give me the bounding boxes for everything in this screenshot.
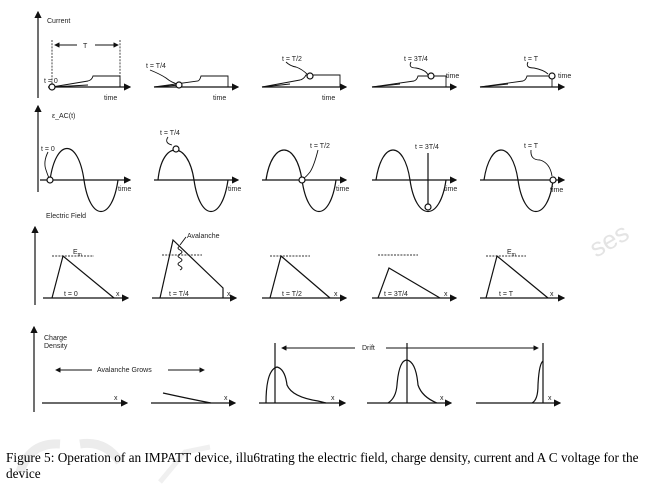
x-label: x	[440, 395, 444, 402]
time-label: time	[118, 186, 131, 193]
charge-axis-label-line2: Density	[44, 343, 68, 350]
instant-label-field-0: t = 0	[64, 291, 78, 298]
instant-label-current-4: t = T	[524, 56, 539, 63]
figure-caption: Figure 5: Operation of an IMPATT device,…	[6, 450, 639, 481]
current-axis-label: Current	[47, 18, 70, 25]
instant-label-eac-0: t = 0	[41, 146, 55, 153]
instant-label-field-4: t = T	[499, 291, 514, 298]
current-panel-t2: t = T/2 time	[261, 56, 348, 102]
time-label: time	[558, 73, 571, 80]
eac-row: ε_AC(t) t = 0 time t = T/4 time t = T/2	[34, 104, 566, 212]
instant-label-eac-3: t = 3T/4	[415, 144, 439, 151]
current-row: Current T t = 0 time t = T/4 time	[34, 10, 571, 102]
watermark-logo	[15, 438, 211, 484]
avalanche-label: Avalanche	[187, 233, 220, 240]
current-panel-t4: t = T/4 time	[146, 63, 240, 102]
field-panel-3t4: t = 3T/4 x	[372, 254, 458, 302]
field-panel-t2: t = T/2 x	[262, 254, 348, 302]
time-label: time	[322, 95, 335, 102]
instant-label-eac-1: t = T/4	[160, 130, 180, 137]
x-label: x	[550, 291, 554, 298]
charge-density-row: Charge Density Avalanche Grows Drift x x…	[30, 325, 562, 412]
time-label: time	[446, 73, 459, 80]
eac-panel-t4: t = T/4 time	[154, 130, 241, 212]
charge-panel-t4: x	[151, 392, 237, 407]
time-label: time	[213, 95, 226, 102]
instant-label-eac-4: t = T	[524, 143, 539, 150]
eac-axis-label: ε_AC(t)	[52, 113, 75, 120]
time-label: time	[228, 186, 241, 193]
current-panel-T: t = T time	[479, 56, 571, 91]
x-label: x	[548, 395, 552, 402]
field-panel-T: Em t = T x	[480, 249, 566, 302]
charge-panel-T: x	[476, 343, 562, 407]
charge-panel-3t4: x	[367, 343, 453, 407]
avalanche-grows-label: Avalanche Grows	[97, 367, 152, 374]
x-label: x	[114, 395, 118, 402]
x-label: x	[331, 395, 335, 402]
instant-label-current-3: t = 3T/4	[404, 56, 428, 63]
em-label: Em	[507, 249, 516, 258]
instant-label-field-1: t = T/4	[169, 291, 189, 298]
instant-label-current-1: t = T/4	[146, 63, 166, 70]
current-panel-3t4: t = 3T/4 time	[371, 56, 459, 91]
charge-panel-t0: x	[42, 395, 129, 407]
impatt-operation-diagram: ses Current T t = 0 time t = T/4 tim	[30, 10, 634, 412]
time-label: time	[444, 186, 457, 193]
instant-label-current-0: t = 0	[44, 78, 58, 85]
eac-panel-3t4: t = 3T/4 time	[372, 144, 457, 212]
period-label: T	[83, 43, 88, 50]
eac-panel-t2: t = T/2 time	[262, 143, 349, 212]
x-label: x	[334, 291, 338, 298]
x-label: x	[444, 291, 448, 298]
time-label: time	[550, 187, 563, 194]
charge-panel-t2: x	[259, 343, 347, 407]
time-label: time	[336, 186, 349, 193]
time-label: time	[104, 95, 117, 102]
current-panel-t0: T t = 0 time	[44, 40, 132, 102]
x-label: x	[227, 291, 231, 298]
instant-label-field-3: t = 3T/4	[384, 291, 408, 298]
em-label: Em	[73, 249, 82, 258]
instant-label-field-2: t = T/2	[282, 291, 302, 298]
instant-label-eac-2: t = T/2	[310, 143, 330, 150]
field-panel-t0: Em t = 0 x	[43, 249, 130, 302]
drift-label: Drift	[362, 345, 375, 352]
x-label: x	[224, 395, 228, 402]
eac-panel-T: t = T time	[480, 143, 566, 212]
electric-field-row: Electric Field Em t = 0 x Avalanche t = …	[31, 213, 566, 305]
electric-field-axis-label: Electric Field	[46, 213, 86, 220]
watermark-text: ses	[584, 217, 634, 263]
eac-panel-t0: t = 0 time	[40, 146, 131, 212]
instant-label-current-2: t = T/2	[282, 56, 302, 63]
charge-axis-label-line1: Charge	[44, 335, 67, 342]
x-label: x	[116, 291, 120, 298]
field-panel-t4: Avalanche t = T/4 x	[152, 233, 238, 302]
